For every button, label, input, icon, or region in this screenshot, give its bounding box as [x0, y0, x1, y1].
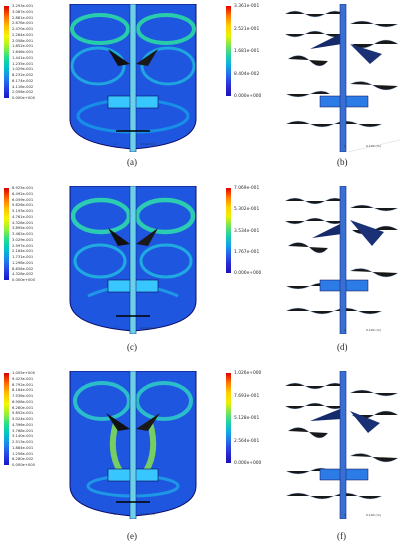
legend-label: 6.908e-001 — [12, 399, 34, 404]
scale-left-d: 0 — [344, 328, 346, 332]
legend-colorbar — [226, 188, 231, 273]
legend-label: 7.069e-001 — [234, 186, 260, 191]
legend-label: 4.328e-001 — [12, 220, 34, 225]
scale-left-e: 0 — [114, 512, 116, 516]
legend-label: 1.026e+000 — [234, 371, 262, 376]
scale-right-b: 0.100 (m) — [366, 144, 381, 148]
scale-left-f: 0 — [344, 513, 346, 517]
legend-label: 3.534e-001 — [234, 228, 260, 234]
legend-label: 1.235e-001 — [12, 61, 34, 66]
caption-c: (c) — [127, 342, 137, 352]
vector-image-f — [280, 371, 405, 519]
legend-label: 0.000e+000 — [234, 271, 262, 276]
legend-colorbar — [226, 373, 231, 463]
legend-label: 2.521e-001 — [234, 26, 260, 32]
scale-left-b: 0 — [344, 144, 346, 148]
legend-label: 9.423e-001 — [12, 376, 34, 381]
scale-right-d: 0.100 (m) — [366, 328, 381, 332]
legend-label: 2.564e-001 — [234, 438, 260, 444]
scale-right-f: 0.100 (m) — [366, 513, 381, 517]
legend-label: 4.761e-001 — [12, 214, 34, 219]
scale-right-c: 0.100 (m) — [140, 326, 155, 330]
legend-label: 3.293e-001 — [12, 4, 34, 8]
legend-label: 3.895e-001 — [12, 226, 34, 231]
legend-label: 6.174e-002 — [12, 78, 34, 83]
legend-label: 3.087e-001 — [12, 9, 34, 14]
legend-label: 6.492e-001 — [12, 191, 34, 196]
legend-label: 7.536e-001 — [12, 394, 34, 398]
legend-label: 8.164e-001 — [12, 388, 34, 393]
legend-label: 2.058e-001 — [12, 38, 34, 43]
legend-label: 2.676e-001 — [12, 21, 34, 26]
legend-label: 6.280e-001 — [12, 405, 34, 410]
legend-label: 1.029e-001 — [12, 67, 34, 72]
legend-label: 4.396e-001 — [12, 422, 34, 427]
legend-label: 4.116e-002 — [12, 84, 34, 89]
legend-label: 8.404e-002 — [234, 71, 260, 77]
caption-b: (b) — [337, 157, 348, 167]
legend-label: 7.693e-001 — [234, 393, 260, 399]
legend-label: 5.652e-001 — [12, 411, 34, 416]
legend-label: 3.361e-001 — [234, 4, 260, 9]
legend-label: 6.059e-001 — [12, 197, 34, 202]
legend-label: 0.000e+000 — [12, 96, 35, 100]
legend-colorbar — [4, 373, 9, 465]
legend-label: 1.681e-001 — [234, 49, 260, 54]
legend-label: 3.029e-001 — [12, 237, 34, 242]
caption-e: (e) — [127, 531, 137, 541]
contour-image-c — [69, 186, 197, 334]
legend-label: 8.232e-002 — [12, 73, 34, 77]
contour-image-e — [69, 371, 197, 519]
legend-label: 2.597e-001 — [12, 243, 34, 248]
legend-label: 4.328e-002 — [12, 272, 34, 277]
legend-label: 2.513e-001 — [12, 440, 34, 444]
scale-right-a: 0.100 (m) — [140, 142, 155, 146]
legend-label: 0.000e+000 — [12, 278, 35, 282]
legend-label: 0.000e+000 — [12, 463, 35, 467]
legend-label: 3.768e-001 — [12, 428, 34, 433]
legend-label: 5.128e-001 — [234, 416, 260, 421]
legend-label: 0.000e+000 — [234, 94, 262, 99]
legend-label: 2.881e-001 — [12, 15, 34, 20]
legend-colorbar — [4, 6, 9, 98]
legend-label: 1.731e-001 — [12, 255, 34, 259]
legend-label: 1.005e+000 — [12, 371, 35, 375]
legend-label: 3.462e-001 — [12, 232, 34, 236]
legend-label: 5.302e-001 — [234, 207, 260, 213]
vector-image-d — [280, 186, 405, 334]
legend-label: 5.193e-001 — [12, 209, 34, 213]
legend-label: 2.264e-001 — [12, 32, 34, 37]
legend-label: 6.280e-002 — [12, 457, 34, 462]
legend-label: 8.792e-001 — [12, 382, 34, 387]
legend-label: 1.767e-001 — [234, 249, 260, 255]
legend-label: 3.140e-001 — [12, 434, 34, 439]
legend-label: 2.470e-001 — [12, 27, 34, 31]
legend-colorbar — [226, 6, 231, 96]
legend-label: 5.626e-001 — [12, 203, 34, 208]
contour-image-a — [69, 4, 197, 152]
legend-label: 1.646e-001 — [12, 50, 34, 54]
legend-label: 1.256e-001 — [12, 451, 34, 456]
caption-d: (d) — [337, 342, 348, 352]
legend-label: 6.925e-001 — [12, 186, 34, 190]
legend-label: 1.441e-001 — [12, 55, 34, 60]
caption-f: (f) — [337, 531, 346, 541]
legend-label: 2.164e-001 — [12, 249, 34, 254]
legend-label: 1.852e-001 — [12, 44, 34, 49]
vector-image-b — [280, 4, 405, 152]
legend-label: 2.058e-002 — [12, 90, 34, 95]
caption-a: (a) — [127, 157, 137, 167]
legend-label: 0.000e+000 — [234, 461, 262, 466]
legend-label: 8.656e-002 — [12, 266, 34, 271]
legend-label: 5.024e-001 — [12, 417, 34, 421]
legend-label: 1.298e-001 — [12, 260, 34, 265]
scale-right-e: 0.100 (m) — [140, 512, 155, 516]
scale-left-a: 0 — [114, 142, 116, 146]
legend-label: 1.884e-001 — [12, 445, 34, 450]
scale-left-c: 0 — [114, 326, 116, 330]
legend-colorbar — [4, 188, 9, 280]
